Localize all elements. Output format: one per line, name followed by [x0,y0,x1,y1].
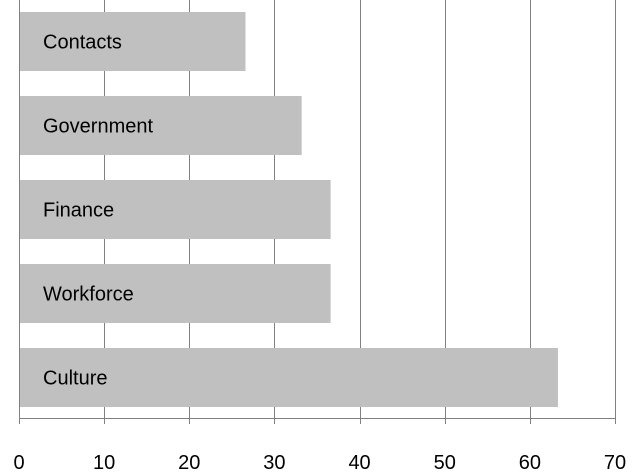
bar-label-culture: Culture [43,368,107,390]
x-tick-labels: 0 10 20 30 40 50 60 70 [13,452,626,473]
bar-label-finance: Finance [43,200,114,222]
bar-government [19,96,302,155]
x-tick-label-60: 60 [519,452,541,473]
axes [19,0,616,424]
bar-label-government: Government [43,116,153,138]
x-tick-label-50: 50 [434,452,456,473]
bar-finance [19,180,331,239]
bar-culture [19,348,558,407]
x-tick-label-40: 40 [348,452,370,473]
bar-labels: Contacts Government Finance Workforce Cultur… [43,32,153,390]
x-tick-label-20: 20 [178,452,200,473]
bars [19,12,558,407]
bar-label-workforce: Workforce [43,284,134,306]
x-tick-label-30: 30 [263,452,285,473]
bar-workforce [19,264,331,323]
x-tick-label-10: 10 [93,452,115,473]
bar-label-contacts: Contacts [43,32,122,54]
x-tick-label-0: 0 [13,452,24,473]
bar-contacts [19,12,246,71]
x-tick-label-70: 70 [604,452,626,473]
